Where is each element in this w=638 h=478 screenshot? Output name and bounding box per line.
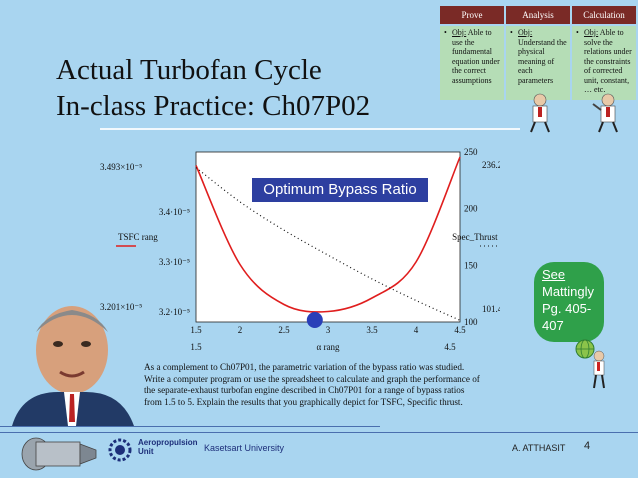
university-name: Kasetsart University xyxy=(204,443,285,453)
unit-name-line2: Unit xyxy=(138,447,154,456)
note-see-link[interactable]: See xyxy=(542,267,566,282)
analysis-obj-prefix: Obj: xyxy=(518,28,533,37)
left-tick-label: 3.2·10⁻⁵ xyxy=(159,307,190,317)
x-tick-label: 3 xyxy=(326,325,331,335)
standing-man-icon xyxy=(593,350,605,389)
optimum-marker xyxy=(306,312,323,328)
right-tick-label: 150 xyxy=(464,260,478,270)
tab-calculation[interactable]: Calculation xyxy=(572,6,636,24)
x-max-label: 4.5 xyxy=(444,342,456,352)
right-tick-label: 250 xyxy=(464,147,478,157)
engine-illustration-icon xyxy=(21,437,97,471)
bullet-icon: • xyxy=(576,28,579,37)
note-line4: 407 xyxy=(542,318,564,333)
gear-logo-icon xyxy=(108,438,132,462)
reference-note[interactable]: See Mattingly Pg. 405- 407 xyxy=(534,262,604,342)
analysis-obj-text: Understand the physical meaning of each … xyxy=(518,37,567,85)
right-bottom-label: 101.459 xyxy=(482,304,500,314)
title-divider xyxy=(100,128,520,130)
right-tick-label: 200 xyxy=(464,204,478,214)
calculation-objective-box: • Obj: Able to solve the relations under… xyxy=(572,26,636,100)
x-tick-label: 4 xyxy=(414,325,419,335)
slide-title-line2: In-class Practice: Ch07P02 xyxy=(56,90,371,122)
unit-name-line1: Aeropropulsion xyxy=(138,438,198,447)
globe-icon xyxy=(575,339,595,359)
note-line3: Pg. 405- xyxy=(542,301,592,316)
x-min-label: 1.5 xyxy=(190,342,202,352)
slide-title: Actual Turbofan Cycle In-class Practice:… xyxy=(56,52,370,124)
slide-title-line1: Actual Turbofan Cycle xyxy=(56,54,322,86)
bullet-icon: • xyxy=(444,28,447,37)
footer-rule xyxy=(0,432,638,433)
pointing-figure-icon xyxy=(592,93,618,133)
footer-top-rule xyxy=(0,426,380,427)
left-tick-label: 3.3·10⁻⁵ xyxy=(159,257,190,267)
note-line2: Mattingly xyxy=(542,284,595,299)
left-top-label: 3.493×10⁻⁵ xyxy=(100,162,142,172)
prove-objective-box: • Obj: Able to use the fundamental equat… xyxy=(440,26,504,100)
x-tick-label: 2.5 xyxy=(278,325,290,335)
prove-obj-prefix: Obj: xyxy=(452,28,467,37)
author-name: A. ATTHASIT xyxy=(512,443,566,453)
presenter-figure-icon xyxy=(530,93,550,133)
bullet-icon: • xyxy=(510,28,513,37)
x-tick-label: 1.5 xyxy=(190,325,202,335)
right-top-label: 236.228 xyxy=(482,160,500,170)
speaker-photo xyxy=(12,306,134,426)
bypass-ratio-chart: 1.5 2 2.5 3 3.5 4 4.5 3.4·10⁻⁵ 3.3·10⁻⁵ 3.2·10⁻⁵ 2… xyxy=(100,147,500,352)
x-tick-label: 4.5 xyxy=(454,325,466,335)
calculation-obj-prefix: Obj: xyxy=(584,28,599,37)
prove-obj-text: Able to use the fundamental equation und… xyxy=(452,28,500,85)
x-axis-label: α rang xyxy=(317,342,340,352)
x-tick-label: 2 xyxy=(238,325,243,335)
right-tick-label: 100 xyxy=(464,317,478,327)
left-tick-label: 3.4·10⁻⁵ xyxy=(159,207,190,217)
chart-title: Optimum Bypass Ratio xyxy=(252,178,428,202)
tab-prove[interactable]: Prove xyxy=(440,6,504,24)
tsfc-series-line xyxy=(195,156,461,313)
calculation-obj-text: Able to solve the relations under the co… xyxy=(584,28,632,94)
tab-analysis[interactable]: Analysis xyxy=(506,6,570,24)
x-tick-label: 3.5 xyxy=(366,325,378,335)
legend-thrust-label: Spec_Thrust rang xyxy=(452,232,500,242)
problem-description: As a complement to Ch07P01, the parametr… xyxy=(144,362,480,407)
analysis-objective-box: • Obj: Understand the physical meaning o… xyxy=(506,26,570,100)
legend-tsfc-label: TSFC rang xyxy=(118,232,158,242)
page-number: 4 xyxy=(584,440,591,452)
left-bottom-label: 3.201×10⁻⁵ xyxy=(100,302,142,312)
unit-name: Aeropropulsion Unit xyxy=(138,438,198,456)
